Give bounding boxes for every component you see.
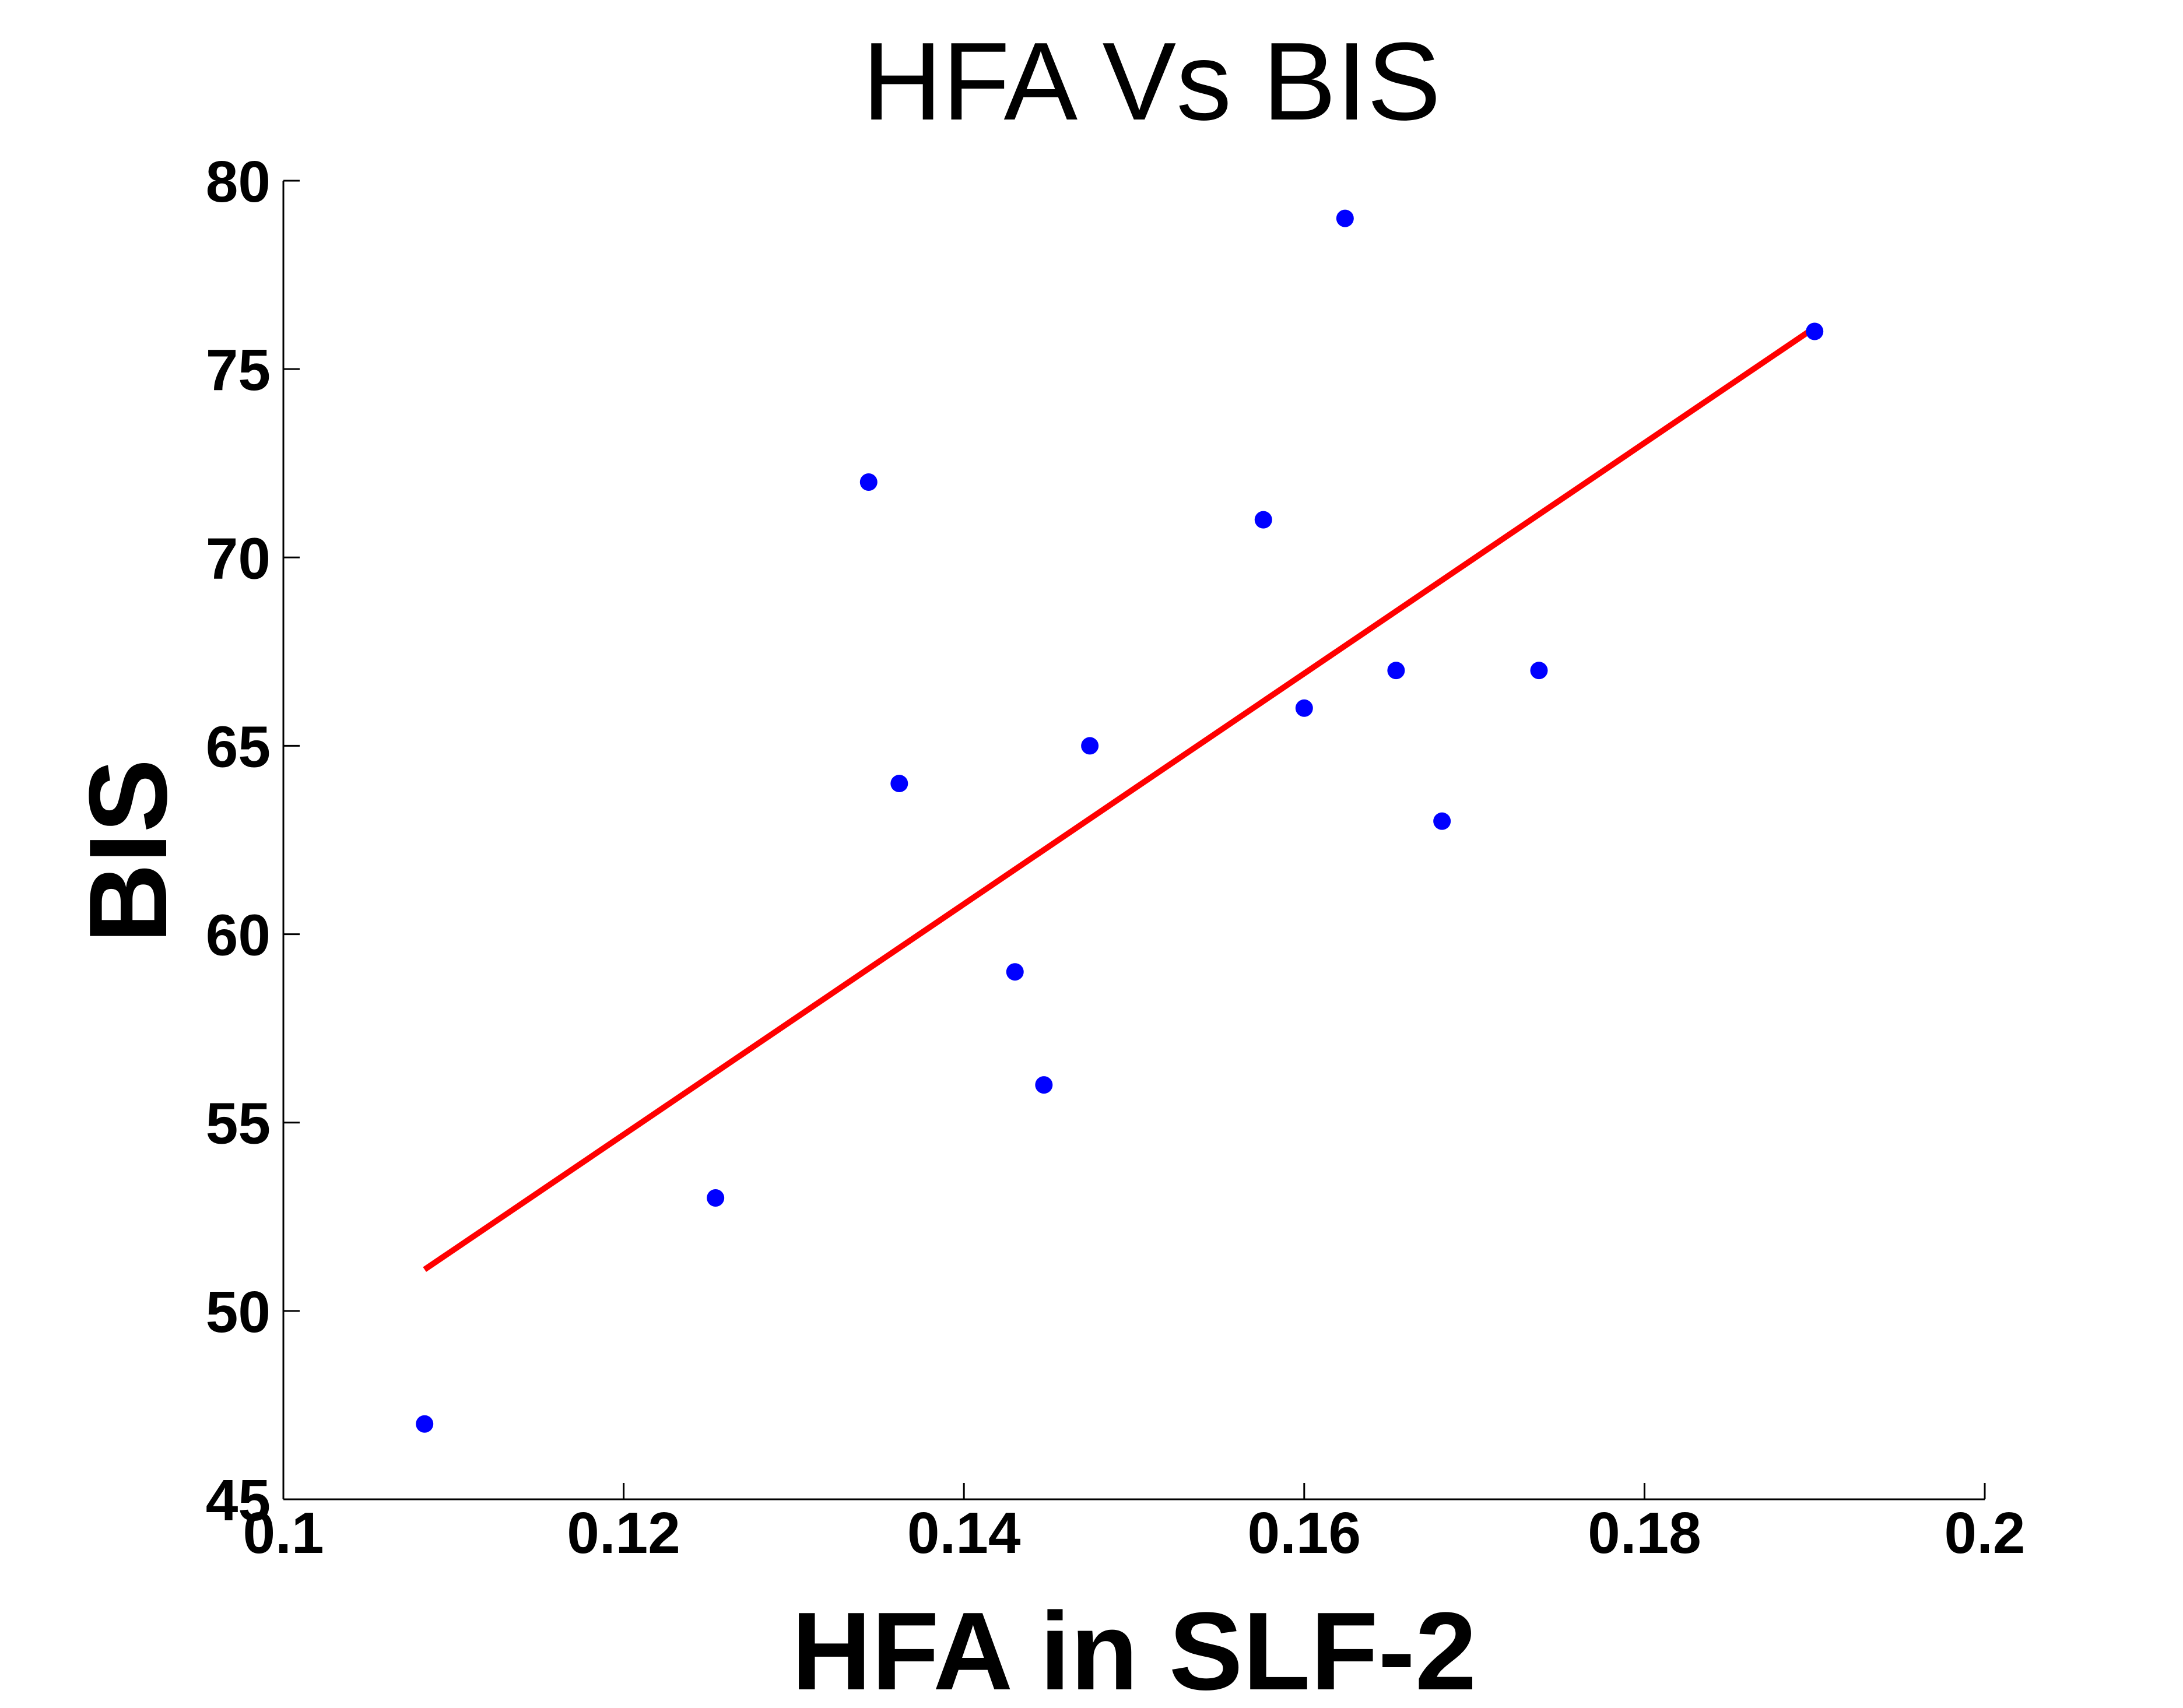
y-tick-label: 55 <box>206 1091 271 1157</box>
data-point <box>1336 209 1354 227</box>
data-point <box>1433 812 1451 830</box>
y-ticks: 45 50 55 60 65 70 75 80 <box>206 149 300 1533</box>
data-point <box>859 473 878 491</box>
data-point <box>890 775 908 793</box>
fit-line <box>423 325 1817 1272</box>
data-point <box>1035 1076 1053 1094</box>
y-axis-label: BIS <box>66 759 190 944</box>
x-tick-label: 0.14 <box>907 1500 1021 1566</box>
data-point <box>1081 737 1099 755</box>
x-tick-label: 0.1 <box>243 1500 324 1566</box>
y-tick-label: 45 <box>206 1468 271 1533</box>
data-point <box>1006 963 1024 981</box>
data-point <box>1806 322 1824 340</box>
fit-line-layer <box>423 325 1817 1272</box>
y-tick-label: 60 <box>206 903 271 968</box>
data-point <box>1387 662 1405 680</box>
y-tick-label: 80 <box>206 149 271 215</box>
y-tick-label: 75 <box>206 338 271 403</box>
data-point <box>1530 662 1548 680</box>
data-point <box>707 1189 725 1207</box>
y-tick-label: 65 <box>206 714 271 779</box>
y-tick-label: 50 <box>206 1280 271 1345</box>
x-tick-label: 0.2 <box>1944 1500 2025 1566</box>
x-tick-label: 0.16 <box>1247 1500 1361 1566</box>
data-point <box>416 1415 434 1433</box>
x-axis-label: HFA in SLF-2 <box>791 1590 1476 1708</box>
x-ticks: 0.1 0.12 0.14 0.16 0.18 0.2 <box>243 1483 2026 1566</box>
y-tick-label: 70 <box>206 526 271 591</box>
plot-area <box>282 181 1985 1500</box>
x-tick-label: 0.12 <box>567 1500 680 1566</box>
x-tick-label: 0.18 <box>1588 1500 1701 1566</box>
data-points <box>416 209 1824 1433</box>
data-point <box>1254 511 1272 529</box>
data-point <box>1295 699 1313 717</box>
chart-title: HFA Vs BIS <box>862 20 1441 143</box>
